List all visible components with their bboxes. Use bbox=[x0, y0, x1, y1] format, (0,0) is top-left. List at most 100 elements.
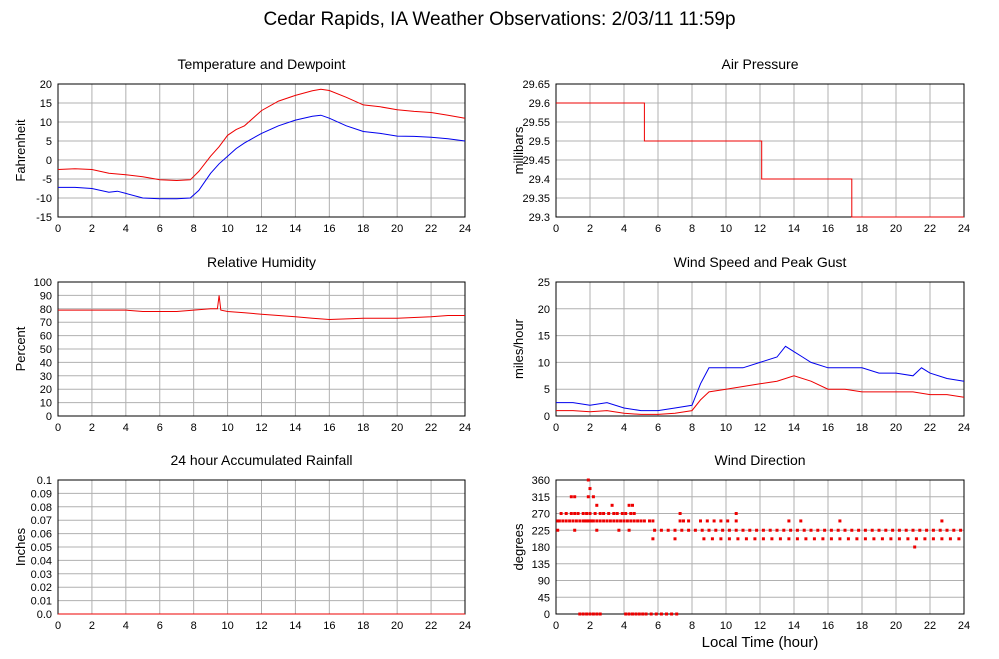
data-point bbox=[625, 519, 629, 523]
x-tick-label: 22 bbox=[924, 620, 936, 632]
y-tick-label: 20 bbox=[40, 79, 52, 91]
x-tick-label: 0 bbox=[553, 223, 559, 235]
y-tick-label: 135 bbox=[532, 559, 550, 571]
data-point bbox=[782, 528, 786, 532]
y-tick-label: 15 bbox=[40, 98, 52, 110]
data-point bbox=[639, 519, 643, 523]
x-tick-label: 14 bbox=[788, 223, 800, 235]
x-tick-label: 20 bbox=[890, 422, 902, 434]
data-point bbox=[581, 512, 585, 515]
data-point bbox=[906, 537, 910, 541]
y-tick-label: -10 bbox=[36, 193, 52, 205]
data-point bbox=[585, 612, 589, 616]
x-tick-label: 18 bbox=[357, 422, 369, 434]
x-tick-label: 0 bbox=[55, 223, 61, 235]
y-tick-label: 5 bbox=[544, 384, 550, 396]
data-point bbox=[734, 519, 738, 523]
data-point bbox=[595, 519, 599, 523]
data-point bbox=[624, 612, 628, 616]
data-point bbox=[700, 528, 704, 532]
data-point bbox=[561, 519, 565, 523]
y-tick-label: 0.09 bbox=[31, 488, 52, 500]
data-point bbox=[734, 512, 738, 515]
data-point bbox=[829, 528, 833, 532]
y-tick-label: 10 bbox=[40, 117, 52, 129]
data-point bbox=[705, 519, 709, 523]
data-point bbox=[821, 537, 825, 541]
y-axis-label: degrees bbox=[511, 523, 526, 570]
data-point bbox=[761, 537, 765, 541]
data-point bbox=[870, 528, 874, 532]
plot-frame bbox=[555, 83, 965, 218]
x-tick-label: 2 bbox=[89, 422, 95, 434]
y-tick-label: 0.04 bbox=[31, 555, 52, 567]
x-tick-label: 8 bbox=[689, 620, 695, 632]
y-axis-label: Percent bbox=[13, 326, 28, 371]
data-point bbox=[897, 537, 901, 541]
y-tick-label: 0.0 bbox=[37, 609, 52, 621]
data-point bbox=[665, 612, 668, 616]
data-point bbox=[571, 519, 575, 523]
data-point bbox=[569, 512, 573, 515]
x-tick-label: 16 bbox=[323, 223, 335, 235]
data-point bbox=[719, 519, 723, 523]
y-tick-label: 0.05 bbox=[31, 542, 52, 554]
data-point bbox=[588, 512, 592, 515]
data-point bbox=[651, 519, 655, 523]
data-point bbox=[850, 528, 854, 532]
y-tick-label: 0.01 bbox=[31, 596, 52, 608]
data-point bbox=[588, 487, 592, 491]
data-point bbox=[761, 528, 765, 532]
data-point bbox=[795, 528, 799, 532]
y-tick-label: 0.1 bbox=[37, 475, 52, 487]
y-tick-label: 10 bbox=[40, 398, 52, 410]
x-tick-label: 10 bbox=[720, 422, 732, 434]
y-tick-label: 25 bbox=[538, 277, 550, 289]
series-line-red bbox=[556, 375, 965, 415]
chart-title: Relative Humidity bbox=[207, 254, 316, 270]
data-point bbox=[712, 519, 716, 523]
x-tick-label: 8 bbox=[191, 620, 197, 632]
data-point bbox=[615, 519, 619, 523]
y-tick-label: 15 bbox=[538, 331, 550, 343]
data-point bbox=[957, 537, 961, 541]
data-point bbox=[644, 612, 648, 616]
data-point bbox=[619, 519, 623, 523]
data-point bbox=[678, 519, 682, 523]
x-tick-label: 10 bbox=[720, 620, 732, 632]
x-tick-label: 16 bbox=[323, 620, 335, 632]
data-point bbox=[714, 528, 718, 532]
page-title: Cedar Rapids, IA Weather Observations: 2… bbox=[263, 9, 736, 30]
series-line-red bbox=[58, 295, 465, 321]
data-point bbox=[753, 537, 757, 541]
x-tick-label: 14 bbox=[788, 422, 800, 434]
data-point bbox=[627, 528, 631, 532]
data-point bbox=[585, 519, 589, 523]
data-point bbox=[666, 528, 670, 532]
y-tick-label: 0.02 bbox=[31, 582, 52, 594]
plot-frame bbox=[57, 83, 466, 218]
y-tick-label: 29.4 bbox=[529, 174, 550, 186]
data-point bbox=[559, 512, 563, 515]
x-tick-label: 8 bbox=[689, 422, 695, 434]
x-tick-label: 22 bbox=[924, 223, 936, 235]
data-point bbox=[938, 528, 942, 532]
x-tick-label: 6 bbox=[655, 223, 661, 235]
data-point bbox=[659, 528, 663, 532]
x-tick-label: 0 bbox=[553, 422, 559, 434]
data-point bbox=[829, 537, 833, 541]
y-axis-label: miles/hour bbox=[511, 318, 526, 379]
data-point bbox=[823, 528, 827, 532]
y-tick-label: 100 bbox=[34, 277, 52, 289]
x-tick-label: 8 bbox=[689, 223, 695, 235]
data-point bbox=[629, 519, 633, 523]
y-tick-label: 10 bbox=[538, 357, 550, 369]
x-tick-label: 18 bbox=[856, 223, 868, 235]
x-axis-title: Local Time (hour) bbox=[701, 634, 819, 651]
y-tick-label: 225 bbox=[532, 525, 550, 537]
y-tick-label: 0 bbox=[544, 411, 550, 423]
data-point bbox=[631, 612, 634, 616]
chart-title: 24 hour Accumulated Rainfall bbox=[170, 452, 352, 468]
data-point bbox=[863, 528, 867, 532]
